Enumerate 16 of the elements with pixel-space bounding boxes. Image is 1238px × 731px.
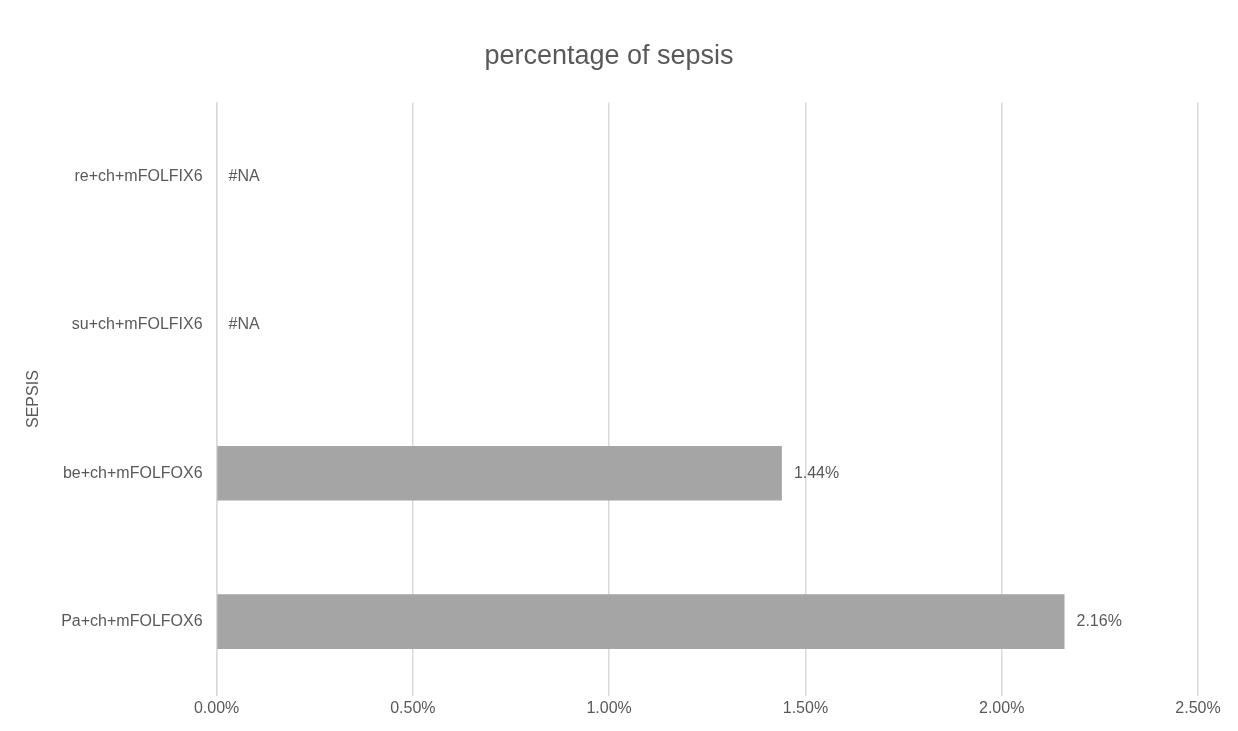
text: #NA [228,315,260,333]
y-tick-label: re+ch+mFOLFIX6 [74,166,203,184]
y-axis-title: SEPSIS [24,370,42,429]
data-label: 2.16% [1076,612,1122,630]
y-tick-label: be+ch+mFOLFOX6 [62,463,203,481]
x-tick-label: 0.00% [193,698,240,716]
x-tick-label: 2.50% [1175,698,1221,716]
x-tick-label: 0.50% [390,698,436,716]
chart-title: percentage of sepsis [484,39,734,70]
data-label: 1.44% [793,463,840,481]
x-tick-label: 1.50% [782,698,829,716]
y-tick-label: su+ch+mFOLFIX6 [71,315,203,333]
x-tick-label: 1.00% [586,698,632,716]
y-tick-label: Pa+ch+mFOLFOX6 [61,612,203,630]
text: #NA [228,166,260,184]
x-tick-label: 2.00% [979,698,1025,716]
